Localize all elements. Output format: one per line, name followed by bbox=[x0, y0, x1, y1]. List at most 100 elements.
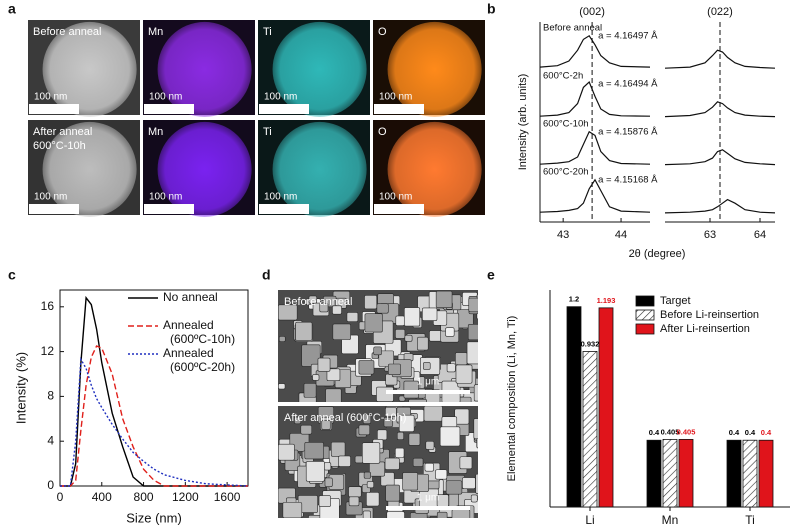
scale-bar-label: 100 nm bbox=[149, 192, 182, 203]
pattern-label: Before anneal bbox=[543, 23, 602, 34]
x-tick-label: 400 bbox=[92, 490, 112, 504]
particle bbox=[423, 406, 443, 422]
pattern-label: 600°C-10h bbox=[543, 119, 589, 130]
particle bbox=[473, 418, 478, 439]
particle bbox=[388, 363, 401, 375]
y-tick-label: 16 bbox=[41, 299, 55, 313]
panel-letter: d bbox=[262, 267, 271, 283]
x-tick-label: 0 bbox=[57, 490, 64, 504]
xrd-pattern bbox=[664, 49, 776, 69]
legend-label: No anneal bbox=[163, 290, 218, 304]
panel-letter: b bbox=[487, 1, 496, 17]
particle bbox=[358, 424, 371, 436]
particle bbox=[476, 396, 478, 402]
xrd-pattern bbox=[539, 34, 651, 68]
scale-bar bbox=[374, 204, 424, 214]
particle bbox=[308, 295, 318, 304]
legend-label: Target bbox=[660, 295, 691, 307]
bar bbox=[566, 306, 582, 508]
y-tick-label: 8 bbox=[47, 389, 54, 403]
bar bbox=[598, 307, 614, 508]
particle bbox=[398, 395, 406, 402]
particle bbox=[295, 321, 313, 341]
value-label: 0.405 bbox=[661, 427, 680, 436]
particle bbox=[410, 512, 428, 518]
particle bbox=[402, 472, 419, 491]
particle bbox=[436, 511, 448, 518]
particle bbox=[325, 388, 342, 402]
value-label: 0.4 bbox=[761, 428, 772, 437]
value-label: 0.932 bbox=[581, 339, 600, 348]
lattice-label: a = 4.15876 Å bbox=[598, 127, 658, 138]
particle bbox=[396, 431, 404, 441]
x-tick-label: 1200 bbox=[172, 490, 199, 504]
x-tick-label: Li bbox=[585, 513, 594, 527]
bar bbox=[758, 439, 774, 508]
x-tick-label: Mn bbox=[662, 513, 679, 527]
particle bbox=[338, 455, 351, 467]
particle bbox=[364, 313, 383, 333]
particle bbox=[354, 455, 364, 464]
micrograph: Mn 100 nm bbox=[143, 120, 255, 217]
image-label: After anneal (600°C-10h) bbox=[284, 412, 406, 424]
x-axis-label: 2θ (degree) bbox=[629, 248, 686, 260]
particle bbox=[404, 334, 413, 342]
scale-bar bbox=[259, 204, 309, 214]
y-tick-label: 12 bbox=[41, 344, 55, 358]
particle bbox=[305, 461, 325, 482]
particle bbox=[362, 510, 371, 518]
particle bbox=[363, 471, 371, 479]
particle bbox=[348, 486, 362, 498]
data-line bbox=[60, 357, 249, 487]
particle bbox=[408, 399, 427, 402]
particle bbox=[304, 442, 324, 460]
particle bbox=[330, 441, 346, 457]
x-axis-label: Size (nm) bbox=[126, 510, 182, 525]
image-label: O bbox=[378, 26, 387, 38]
particle bbox=[377, 429, 388, 441]
scale-bar bbox=[259, 104, 309, 114]
particle bbox=[455, 364, 473, 384]
particle bbox=[278, 336, 286, 343]
sem-image: Before anneal 1 μm bbox=[278, 290, 478, 402]
plot-frame bbox=[59, 289, 249, 487]
particle bbox=[386, 511, 405, 518]
value-label: 1.2 bbox=[569, 295, 579, 304]
particle bbox=[395, 315, 405, 326]
scale-bar-label: 100 nm bbox=[264, 192, 297, 203]
micrograph: O 100 nm bbox=[373, 120, 485, 217]
panel-letter: a bbox=[8, 1, 16, 17]
micrograph: Mn 100 nm bbox=[143, 20, 255, 117]
particle bbox=[476, 298, 478, 311]
particle bbox=[383, 416, 393, 428]
image-label: Before anneal bbox=[33, 26, 102, 38]
particle bbox=[423, 362, 431, 370]
particle bbox=[475, 473, 478, 494]
particle bbox=[387, 21, 482, 117]
particle bbox=[278, 383, 286, 390]
y-tick-label: 0 bbox=[47, 478, 54, 492]
particle bbox=[324, 477, 333, 487]
particle bbox=[384, 457, 400, 470]
particle bbox=[378, 350, 395, 367]
particle bbox=[424, 463, 434, 472]
scale-bar-label: 1 μm bbox=[417, 493, 439, 504]
image-label: Ti bbox=[263, 126, 272, 138]
image-label: Mn bbox=[148, 26, 163, 38]
particle bbox=[324, 462, 332, 471]
particle bbox=[157, 121, 252, 217]
y-axis-label: Intensity (%) bbox=[13, 352, 28, 424]
xrd-pattern bbox=[539, 130, 651, 165]
particle bbox=[422, 307, 438, 321]
legend-swatch bbox=[635, 323, 655, 335]
particle bbox=[395, 328, 406, 339]
particle bbox=[373, 346, 382, 356]
particle bbox=[364, 294, 378, 310]
scale-bar bbox=[374, 104, 424, 114]
particle bbox=[446, 363, 456, 373]
particle bbox=[300, 424, 313, 435]
particle bbox=[366, 481, 375, 489]
image-label: Ti bbox=[263, 26, 272, 38]
particle bbox=[376, 386, 394, 402]
particle bbox=[282, 502, 303, 518]
